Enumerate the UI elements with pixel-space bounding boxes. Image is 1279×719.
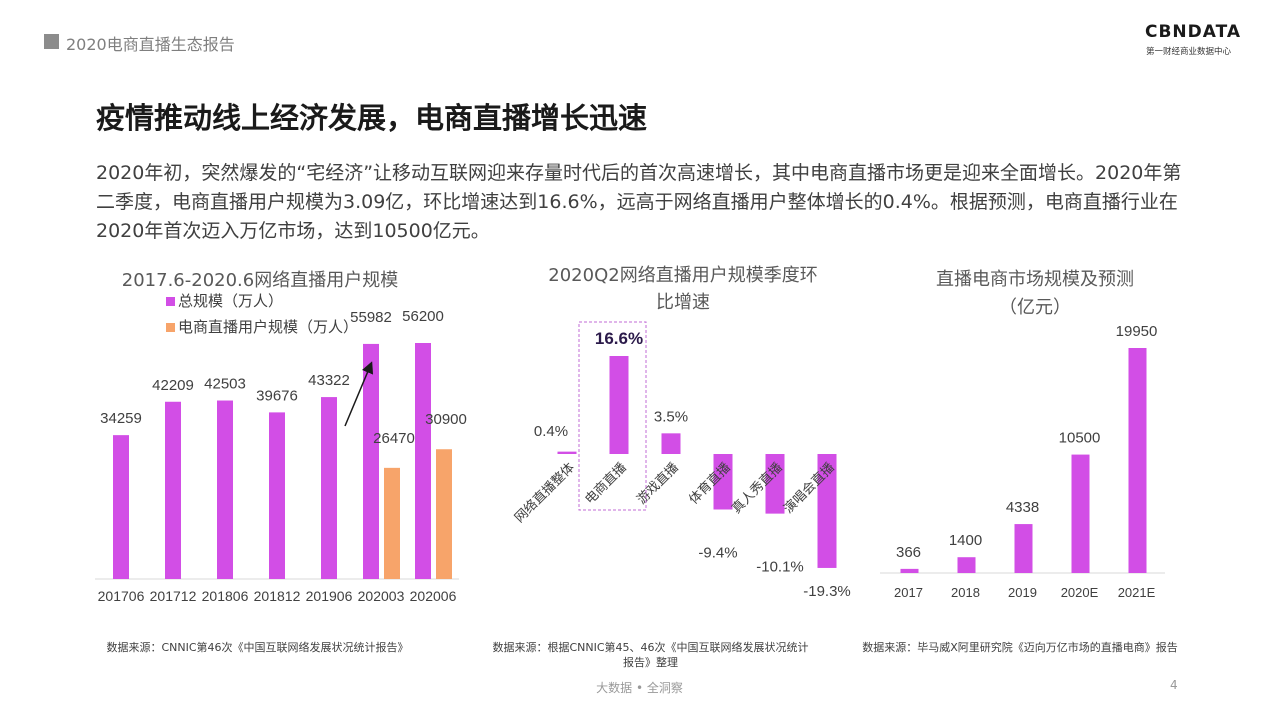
- chart3-title-line1: 直播电商市场规模及预测: [936, 269, 1134, 290]
- label-total-201812: 39676: [256, 387, 298, 404]
- legend-swatch-0: [166, 297, 175, 306]
- bar-market-2021E: [1128, 348, 1147, 573]
- x-tick-2020E: 2020E: [1061, 585, 1099, 600]
- bar-growth-电商直播: [609, 356, 629, 454]
- x-tick-2017: 2017: [894, 585, 923, 600]
- bar-growth-体育直播: [713, 454, 733, 510]
- page-number: 4: [1170, 678, 1178, 692]
- x-tick-2019: 2019: [1008, 585, 1037, 600]
- report-title: 2020电商直播生态报告: [66, 35, 235, 54]
- page-title: 疫情推动线上经济发展，电商直播增长迅速: [96, 101, 648, 135]
- bar-growth-演唱会直播: [817, 454, 837, 568]
- chart1: 总规模（万人） 电商直播用户规模（万人） 34259 201706 42209 20171…: [95, 293, 467, 604]
- x-tick-网络直播整体: 网络直播整体: [511, 460, 577, 526]
- label-total-201906: 43322: [308, 372, 350, 389]
- label-market-2019: 4338: [1006, 499, 1039, 516]
- bar-growth-游戏直播: [661, 433, 681, 454]
- x-tick-2021E: 2021E: [1118, 585, 1156, 600]
- bar-total-201812: [269, 412, 285, 579]
- x-tick-201812: 201812: [254, 588, 301, 604]
- chart3: 366 2017 1400 2018 4338 2019 10500 2020E 19950 20…: [880, 323, 1165, 600]
- x-tick-202006: 202006: [410, 588, 457, 604]
- header-square: [44, 34, 59, 49]
- bar-growth-真人秀直播: [765, 454, 785, 514]
- bar-total-201806: [217, 400, 233, 579]
- x-tick-201712: 201712: [150, 588, 197, 604]
- chart2-title: 2020Q2网络直播用户规模季度环 比增速: [483, 262, 883, 316]
- label-total-202003: 55982: [350, 309, 392, 326]
- label-market-2021E: 19950: [1116, 323, 1158, 340]
- chart2: 0.4%网络直播整体16.6%电商直播3.5%游戏直播-9.4%体育直播-10.…: [511, 321, 851, 600]
- bar-market-2017: [900, 568, 919, 573]
- x-tick-2018: 2018: [951, 585, 980, 600]
- x-tick-201706: 201706: [98, 588, 145, 604]
- bar-total-202006: [415, 343, 431, 579]
- label-market-2018: 1400: [949, 532, 982, 549]
- chart3-title: 直播电商市场规模及预测 （亿元）: [880, 266, 1190, 322]
- source-2: 数据来源：根据CNNIC第45、46次《中国互联网络发展状况统计报告》整理: [492, 641, 809, 669]
- label-market-2020E: 10500: [1059, 430, 1101, 447]
- bar-market-2020E: [1071, 454, 1090, 573]
- x-tick-202003: 202003: [358, 588, 405, 604]
- x-tick-电商直播: 电商直播: [582, 460, 629, 507]
- label-total-201706: 34259: [100, 410, 142, 427]
- footer-slogan: 大数据 • 全洞察: [596, 681, 683, 695]
- highlight-box: [578, 321, 647, 511]
- legend-swatch-1: [166, 323, 175, 332]
- logo-text: CBNDATA: [1145, 22, 1242, 42]
- bar-total-201706: [113, 435, 129, 579]
- bar-total-202003: [363, 343, 379, 579]
- bar-total-201906: [321, 397, 337, 579]
- intro-paragraph: 2020年初，突然爆发的“宅经济”让移动互联网迎来存量时代后的首次高速增长，其中…: [96, 162, 1182, 242]
- label-growth-体育直播: -9.4%: [698, 544, 737, 561]
- x-tick-游戏直播: 游戏直播: [634, 460, 681, 507]
- logo-tagline: 第一财经商业数据中心: [1146, 47, 1232, 57]
- bar-growth-网络直播整体: [557, 451, 577, 454]
- chart1-title: 2017.6-2020.6网络直播用户规模: [121, 270, 399, 291]
- growth-arrow: [344, 361, 374, 427]
- label-growth-电商直播: 16.6%: [595, 329, 643, 348]
- bar-market-2019: [1014, 524, 1033, 573]
- bar-market-2018: [957, 557, 976, 573]
- label-growth-网络直播整体: 0.4%: [534, 423, 568, 440]
- label-total-201712: 42209: [152, 377, 194, 394]
- chart3-title-line2: （亿元）: [999, 297, 1071, 318]
- bar-ecom-202003: [384, 467, 400, 579]
- label-growth-真人秀直播: -10.1%: [756, 559, 804, 576]
- label-growth-演唱会直播: -19.3%: [803, 583, 851, 600]
- source-1: 数据来源：CNNIC第46次《中国互联网络发展状况统计报告》: [106, 641, 409, 654]
- bar-ecom-202006: [436, 449, 452, 579]
- label-growth-游戏直播: 3.5%: [654, 408, 688, 425]
- x-tick-201806: 201806: [202, 588, 249, 604]
- bar-total-201712: [165, 401, 181, 579]
- label-ecom-202003: 26470: [373, 430, 415, 447]
- label-total-202006: 56200: [402, 308, 444, 325]
- legend-label-0: 总规模（万人）: [178, 293, 283, 310]
- legend-label-1: 电商直播用户规模（万人）: [178, 319, 358, 336]
- chart2-title-line1: 2020Q2网络直播用户规模季度环: [548, 265, 818, 286]
- label-ecom-202006: 30900: [425, 411, 467, 428]
- label-total-201806: 42503: [204, 376, 246, 393]
- x-tick-201906: 201906: [306, 588, 353, 604]
- source-3: 数据来源：毕马威X阿里研究院《迈向万亿市场的直播电商》报告: [862, 641, 1178, 654]
- chart2-title-line2: 比增速: [656, 292, 710, 313]
- label-market-2017: 366: [896, 544, 921, 561]
